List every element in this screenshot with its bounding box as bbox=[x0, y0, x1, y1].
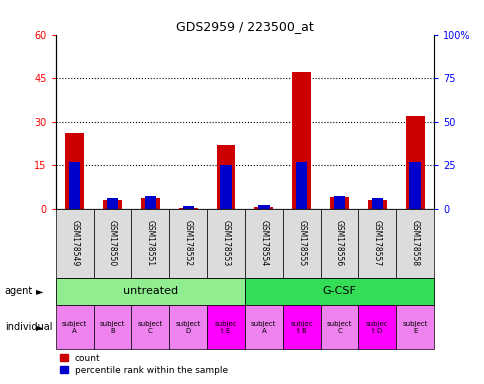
Text: untreated: untreated bbox=[122, 286, 178, 296]
Bar bbox=[103, 200, 122, 209]
Bar bbox=[291, 72, 311, 209]
Text: GSM178552: GSM178552 bbox=[183, 220, 192, 266]
Bar bbox=[93, 305, 131, 349]
Text: subject
A: subject A bbox=[62, 321, 87, 334]
Text: GSM178557: GSM178557 bbox=[372, 220, 381, 266]
Bar bbox=[106, 198, 118, 209]
Text: subjec
t B: subjec t B bbox=[290, 321, 312, 334]
Bar bbox=[216, 145, 235, 209]
Bar bbox=[358, 305, 395, 349]
Text: subject
D: subject D bbox=[175, 321, 200, 334]
Bar bbox=[254, 207, 273, 209]
Bar bbox=[371, 198, 382, 209]
Bar bbox=[207, 305, 244, 349]
Text: ►: ► bbox=[36, 322, 44, 333]
Text: agent: agent bbox=[5, 286, 33, 296]
Text: GSM178551: GSM178551 bbox=[146, 220, 154, 266]
Bar bbox=[367, 200, 386, 209]
Text: subject
C: subject C bbox=[137, 321, 163, 334]
Bar bbox=[320, 305, 358, 349]
Text: subjec
t E: subjec t E bbox=[214, 321, 237, 334]
Text: GSM178553: GSM178553 bbox=[221, 220, 230, 266]
Text: GSM178555: GSM178555 bbox=[297, 220, 305, 266]
Bar bbox=[282, 209, 320, 278]
Text: GSM178549: GSM178549 bbox=[70, 220, 79, 266]
Bar bbox=[244, 305, 282, 349]
Bar bbox=[282, 305, 320, 349]
Text: subject
E: subject E bbox=[402, 321, 427, 334]
Text: GSM178556: GSM178556 bbox=[334, 220, 343, 266]
Bar bbox=[207, 209, 244, 278]
Bar bbox=[140, 199, 159, 209]
Bar bbox=[131, 305, 169, 349]
Bar bbox=[295, 162, 307, 209]
Legend: count, percentile rank within the sample: count, percentile rank within the sample bbox=[60, 354, 227, 375]
Bar bbox=[182, 206, 194, 209]
Bar bbox=[333, 196, 345, 209]
Bar bbox=[169, 305, 207, 349]
Bar bbox=[56, 278, 244, 305]
Bar bbox=[131, 209, 169, 278]
Bar bbox=[220, 165, 231, 209]
Bar bbox=[330, 197, 348, 209]
Bar bbox=[320, 209, 358, 278]
Text: subjec
t D: subjec t D bbox=[365, 321, 388, 334]
Text: GSM178554: GSM178554 bbox=[259, 220, 268, 266]
Bar bbox=[56, 209, 93, 278]
Bar bbox=[144, 196, 156, 209]
Bar bbox=[178, 208, 197, 209]
Bar bbox=[93, 209, 131, 278]
Bar bbox=[257, 205, 269, 209]
Bar bbox=[56, 305, 93, 349]
Bar bbox=[358, 209, 395, 278]
Text: G-CSF: G-CSF bbox=[322, 286, 356, 296]
Text: subject
C: subject C bbox=[326, 321, 351, 334]
Bar bbox=[244, 278, 433, 305]
Text: GSM178550: GSM178550 bbox=[108, 220, 117, 266]
Title: GDS2959 / 223500_at: GDS2959 / 223500_at bbox=[176, 20, 313, 33]
Bar bbox=[405, 116, 424, 209]
Text: subject
B: subject B bbox=[100, 321, 125, 334]
Text: GSM178558: GSM178558 bbox=[410, 220, 419, 266]
Text: ►: ► bbox=[36, 286, 44, 296]
Bar bbox=[69, 162, 80, 209]
Bar bbox=[395, 305, 433, 349]
Text: subject
A: subject A bbox=[251, 321, 276, 334]
Bar bbox=[169, 209, 207, 278]
Bar bbox=[408, 162, 420, 209]
Bar bbox=[395, 209, 433, 278]
Bar bbox=[244, 209, 282, 278]
Text: individual: individual bbox=[5, 322, 52, 333]
Bar bbox=[65, 133, 84, 209]
